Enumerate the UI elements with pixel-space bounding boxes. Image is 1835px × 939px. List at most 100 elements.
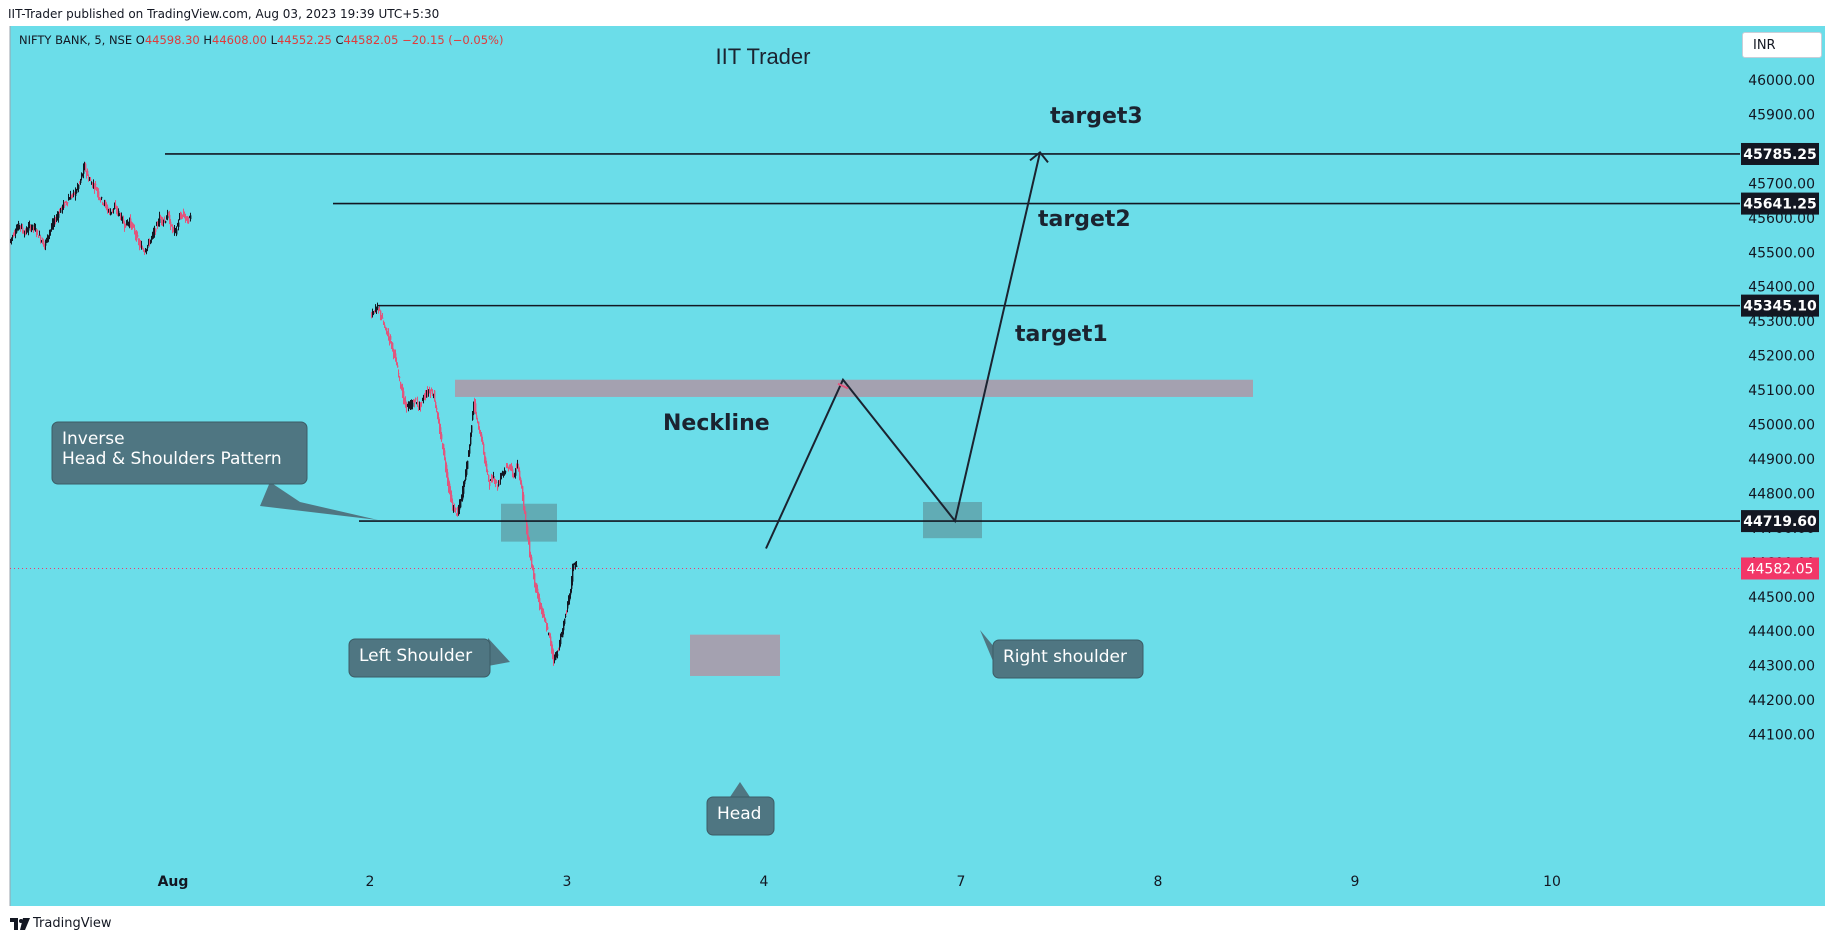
tradingview-brand: TradingView: [33, 916, 112, 931]
candle: [445, 457, 447, 473]
candle: [31, 224, 33, 233]
open-value: 44598.30: [144, 33, 200, 47]
candle: [176, 226, 178, 237]
candle: [388, 328, 390, 341]
candle: [59, 208, 61, 214]
projection-layer: [765, 150, 1049, 549]
candle: [543, 608, 545, 618]
candle: [417, 396, 419, 407]
target2-label: target2: [1038, 207, 1131, 232]
head-callout[interactable]: Head: [706, 782, 775, 836]
x-tick-label: 8: [1154, 874, 1163, 890]
target1-label: target1: [1015, 322, 1108, 347]
candle: [26, 226, 28, 235]
candle: [124, 221, 126, 232]
left-shoulder-callout[interactable]: Left Shoulder: [348, 638, 510, 678]
candle: [33, 226, 35, 233]
candle: [530, 551, 532, 561]
x-tick-label: Aug: [158, 874, 189, 890]
price-chart[interactable]: IIT Trader target3 target2 target1 Neckline I…: [0, 26, 1835, 906]
candle: [172, 224, 174, 234]
symbol-name: NIFTY BANK, 5, NSE: [19, 33, 133, 47]
right-shoulder-callout[interactable]: Right shoulder: [980, 630, 1144, 679]
currency-button[interactable]: INR: [1742, 32, 1822, 58]
annotations-layer: IIT Trader target3 target2 target1 Neckline I…: [51, 44, 1144, 836]
candle: [434, 390, 436, 402]
candle: [38, 234, 40, 238]
candle: [46, 237, 48, 243]
candle: [392, 342, 394, 352]
candle: [125, 223, 127, 228]
candle: [81, 172, 83, 181]
candle: [478, 421, 480, 430]
candle: [570, 588, 572, 599]
candles-layer: [10, 161, 578, 666]
candle: [386, 327, 388, 335]
projection-path[interactable]: [765, 152, 1041, 549]
candle: [375, 304, 377, 313]
candle: [540, 602, 542, 610]
candle: [112, 209, 114, 214]
level-price-tag: 44719.60: [1741, 510, 1819, 533]
candle: [551, 640, 553, 654]
candle: [41, 239, 43, 243]
candle: [429, 386, 431, 394]
projection-arrowhead: [1029, 150, 1049, 163]
candle: [85, 162, 87, 172]
candle: [432, 389, 434, 396]
candle: [29, 220, 31, 229]
candle: [136, 230, 138, 242]
candle: [67, 202, 69, 207]
candle: [40, 235, 42, 244]
candle: [549, 632, 551, 638]
candle: [376, 306, 378, 315]
candle: [504, 467, 506, 476]
candle: [460, 498, 462, 508]
candle: [418, 405, 420, 411]
candle: [548, 632, 550, 636]
candle: [554, 654, 556, 664]
candle: [475, 398, 477, 415]
candle: [437, 411, 439, 420]
candle: [464, 479, 466, 487]
candle: [139, 238, 141, 251]
candle: [142, 245, 144, 250]
candle: [105, 199, 107, 209]
candle: [490, 479, 492, 481]
candle: [135, 230, 137, 241]
candle: [141, 240, 143, 250]
candle: [439, 418, 441, 434]
candle: [495, 478, 497, 488]
candle: [44, 243, 46, 250]
right-shoulder-zone: [923, 502, 982, 539]
candle: [524, 505, 526, 515]
y-tick-label: 44400.00: [1748, 624, 1815, 640]
candle: [536, 583, 538, 593]
candle: [383, 320, 385, 326]
candle: [102, 201, 104, 206]
candle: [575, 561, 577, 570]
candle: [402, 383, 404, 398]
candle: [13, 232, 15, 238]
candle: [404, 397, 406, 405]
candle: [436, 405, 438, 413]
right-shoulder-callout-text: Right shoulder: [1003, 647, 1127, 667]
candle: [65, 201, 67, 204]
candle: [69, 196, 71, 200]
candle: [391, 340, 393, 349]
candle: [446, 462, 448, 478]
candle: [82, 173, 84, 177]
candle: [100, 197, 102, 203]
candle: [144, 250, 146, 255]
candle: [473, 401, 475, 416]
candle: [503, 471, 505, 478]
candle: [372, 308, 374, 318]
candle: [30, 224, 32, 232]
candle: [382, 312, 384, 319]
candle: [440, 423, 442, 440]
candle: [463, 481, 465, 498]
candle: [384, 322, 386, 328]
tradingview-logo-icon: [10, 917, 30, 930]
candle: [63, 199, 65, 210]
